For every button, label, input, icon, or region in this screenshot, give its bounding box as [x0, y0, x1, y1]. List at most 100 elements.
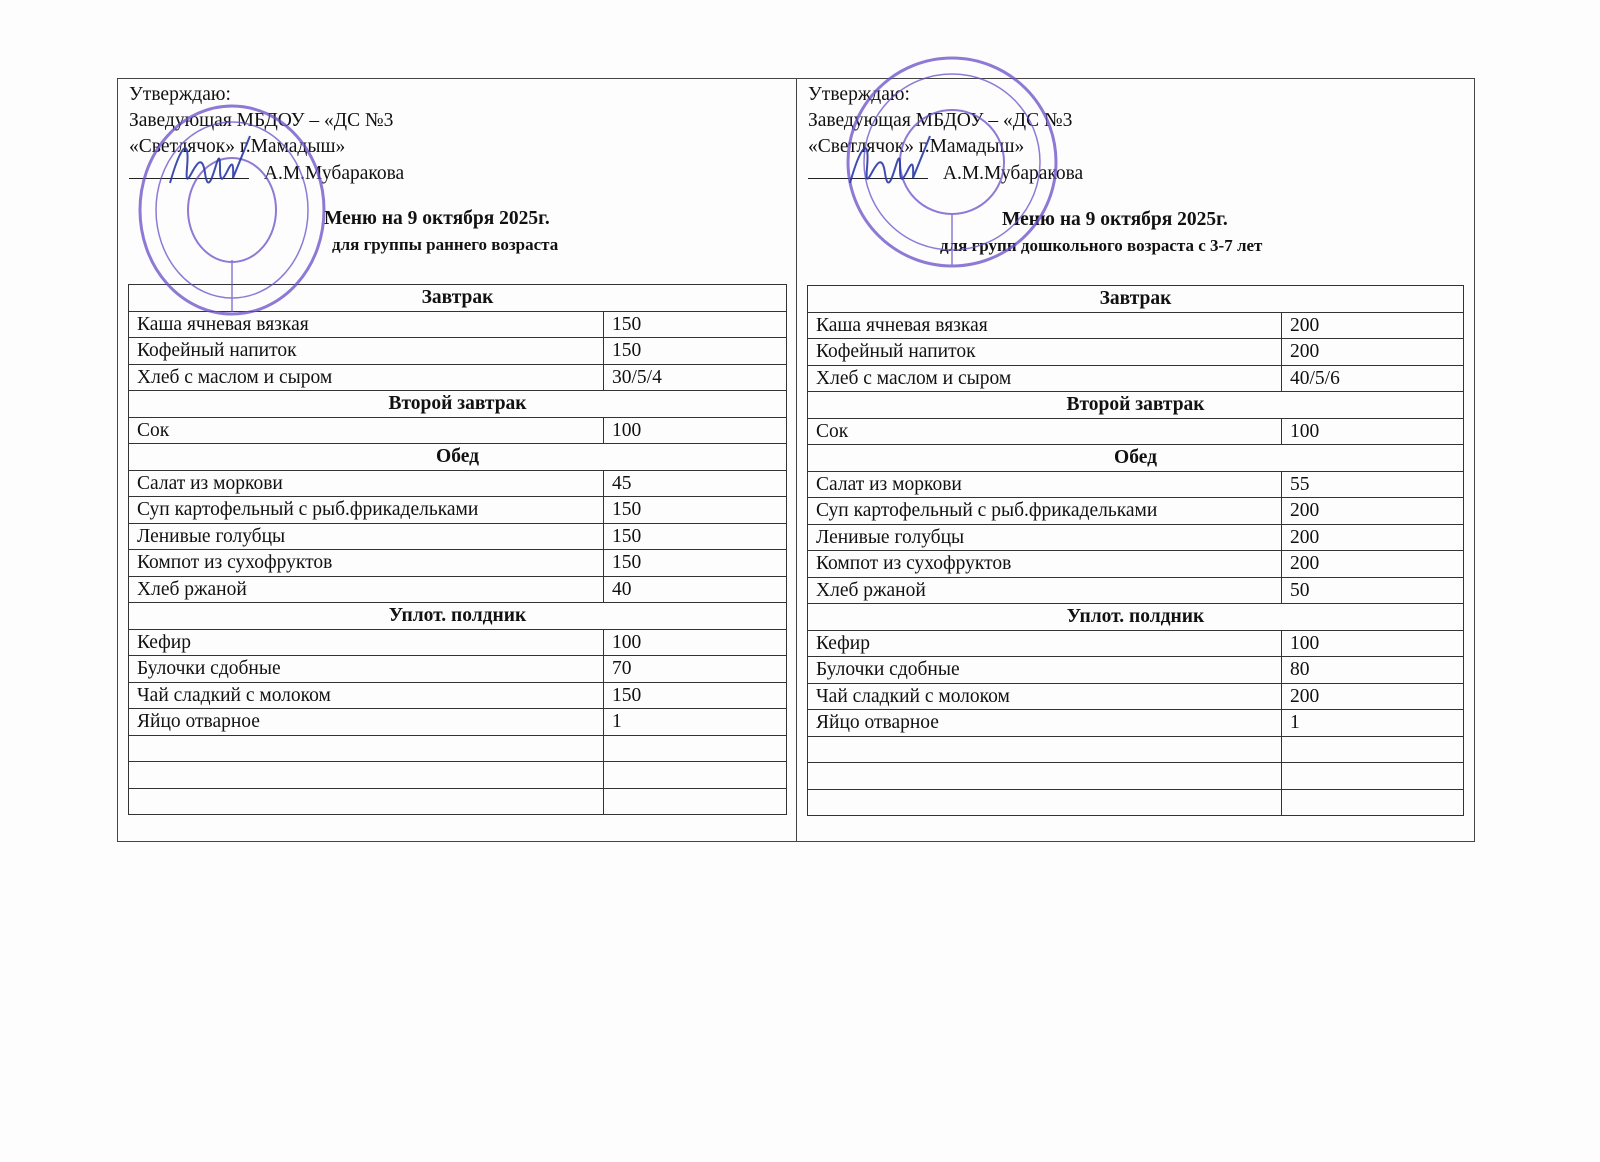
table-row: Хлеб с маслом и сыром 30/5/4: [128, 363, 787, 391]
portion-amount: 45: [603, 469, 787, 497]
portion-amount: 200: [1281, 550, 1464, 578]
menu-title: Меню на 9 октября 2025г.: [1002, 209, 1228, 230]
portion-amount: 1: [1281, 709, 1464, 737]
dish-name: [128, 787, 604, 815]
menu-subtitle: для группы раннего возраста: [332, 235, 559, 254]
dish-name: [807, 735, 1282, 763]
table-row: Хлеб с маслом и сыром 40/5/6: [807, 364, 1464, 392]
table-row: Кофейный напиток 200: [807, 338, 1464, 366]
signature-line: [129, 160, 249, 179]
portion-amount: 200: [1281, 497, 1464, 525]
portion-amount: 200: [1281, 311, 1464, 339]
column-divider: [796, 78, 797, 841]
table-row: Салат из моркови 55: [807, 470, 1464, 498]
position-label: Заведующая МБДОУ – «ДС №3: [808, 110, 1073, 131]
dish-name: Каша ячневая вязкая: [807, 311, 1282, 339]
dish-name: Яйцо отварное: [807, 709, 1282, 737]
section-heading: Второй завтрак: [128, 390, 787, 418]
section-heading: Уплот. полдник: [128, 602, 787, 630]
section-row: Уплот. полдник: [807, 603, 1464, 631]
table-row: Каша ячневая вязкая 150: [128, 310, 787, 338]
portion-amount: 200: [1281, 523, 1464, 551]
portion-amount: [1281, 788, 1464, 816]
dish-name: Суп картофельный с рыб.фрикадельками: [128, 496, 604, 524]
dish-name: Яйцо отварное: [128, 708, 604, 736]
table-row: Яйцо отварное 1: [128, 708, 787, 736]
dish-name: Хлеб ржаной: [128, 575, 604, 603]
dish-name: Компот из сухофруктов: [807, 550, 1282, 578]
portion-amount: 200: [1281, 682, 1464, 710]
dish-name: Булочки сдобные: [807, 656, 1282, 684]
portion-amount: 70: [603, 655, 787, 683]
portion-amount: 200: [1281, 338, 1464, 366]
dish-name: Хлеб ржаной: [807, 576, 1282, 604]
table-row: Кефир 100: [128, 628, 787, 656]
table-row: Ленивые голубцы 200: [807, 523, 1464, 551]
dish-name: Сок: [128, 416, 604, 444]
table-row: Сок 100: [807, 417, 1464, 445]
menu-panel-early-age: Утверждаю: Заведующая МБДОУ – «ДС №3 «Св…: [117, 78, 795, 840]
section-row: Уплот. полдник: [128, 602, 787, 630]
dish-name: Чай сладкий с молоком: [128, 681, 604, 709]
table-row: Хлеб ржаной 40: [128, 575, 787, 603]
dish-name: Кефир: [128, 628, 604, 656]
approve-label: Утверждаю:: [129, 84, 231, 105]
dish-name: Каша ячневая вязкая: [128, 310, 604, 338]
menu-panel-preschool: Утверждаю: Заведующая МБДОУ – «ДС №3 «Св…: [796, 78, 1474, 840]
portion-amount: 55: [1281, 470, 1464, 498]
dish-name: [807, 762, 1282, 790]
dish-name: Суп картофельный с рыб.фрикадельками: [807, 497, 1282, 525]
portion-amount: 40/5/6: [1281, 364, 1464, 392]
approver-name: А.М.Мубаракова: [942, 163, 1084, 184]
section-heading: Завтрак: [807, 285, 1464, 313]
portion-amount: 100: [1281, 629, 1464, 657]
portion-amount: 150: [603, 522, 787, 550]
section-heading: Обед: [807, 444, 1464, 472]
dish-name: Салат из моркови: [807, 470, 1282, 498]
dish-name: Компот из сухофруктов: [128, 549, 604, 577]
dish-name: Ленивые голубцы: [128, 522, 604, 550]
position-label: Заведующая МБДОУ – «ДС №3: [129, 110, 394, 131]
table-row: Яйцо отварное 1: [807, 709, 1464, 737]
approval-block: Утверждаю: Заведующая МБДОУ – «ДС №3 «Св…: [129, 82, 404, 187]
section-heading: Обед: [128, 443, 787, 471]
portion-amount: 40: [603, 575, 787, 603]
table-row: Компот из сухофруктов 150: [128, 549, 787, 577]
table-row: [128, 787, 787, 815]
table-row: Чай сладкий с молоком 200: [807, 682, 1464, 710]
signature-line: [808, 160, 928, 179]
approver-name: А.М.Мубаракова: [263, 163, 405, 184]
menu-title: Меню на 9 октября 2025г.: [324, 208, 550, 229]
portion-amount: [603, 761, 787, 789]
portion-amount: 1: [603, 708, 787, 736]
section-row: Обед: [807, 444, 1464, 472]
section-row: Обед: [128, 443, 787, 471]
dish-name: Хлеб с маслом и сыром: [807, 364, 1282, 392]
table-row: [807, 735, 1464, 763]
table-row: Хлеб ржаной 50: [807, 576, 1464, 604]
table-row: Ленивые голубцы 150: [128, 522, 787, 550]
section-row: Завтрак: [807, 285, 1464, 313]
dish-name: Кофейный напиток: [807, 338, 1282, 366]
dish-name: [128, 734, 604, 762]
table-row: Каша ячневая вязкая 200: [807, 311, 1464, 339]
table-row: Чай сладкий с молоком 150: [128, 681, 787, 709]
portion-amount: 150: [603, 337, 787, 365]
portion-amount: 150: [603, 310, 787, 338]
section-row: Второй завтрак: [807, 391, 1464, 419]
table-row: [128, 734, 787, 762]
table-row: Кефир 100: [807, 629, 1464, 657]
org-label: «Светлячок» г.Мамадыш»: [129, 136, 346, 157]
table-row: Кофейный напиток 150: [128, 337, 787, 365]
table-row: Булочки сдобные 80: [807, 656, 1464, 684]
table-row: [128, 761, 787, 789]
dish-name: Кофейный напиток: [128, 337, 604, 365]
portion-amount: 100: [603, 416, 787, 444]
dish-name: Сок: [807, 417, 1282, 445]
dish-name: Салат из моркови: [128, 469, 604, 497]
section-heading: Завтрак: [128, 284, 787, 312]
portion-amount: 150: [603, 496, 787, 524]
portion-amount: 150: [603, 681, 787, 709]
table-row: Суп картофельный с рыб.фрикадельками 150: [128, 496, 787, 524]
